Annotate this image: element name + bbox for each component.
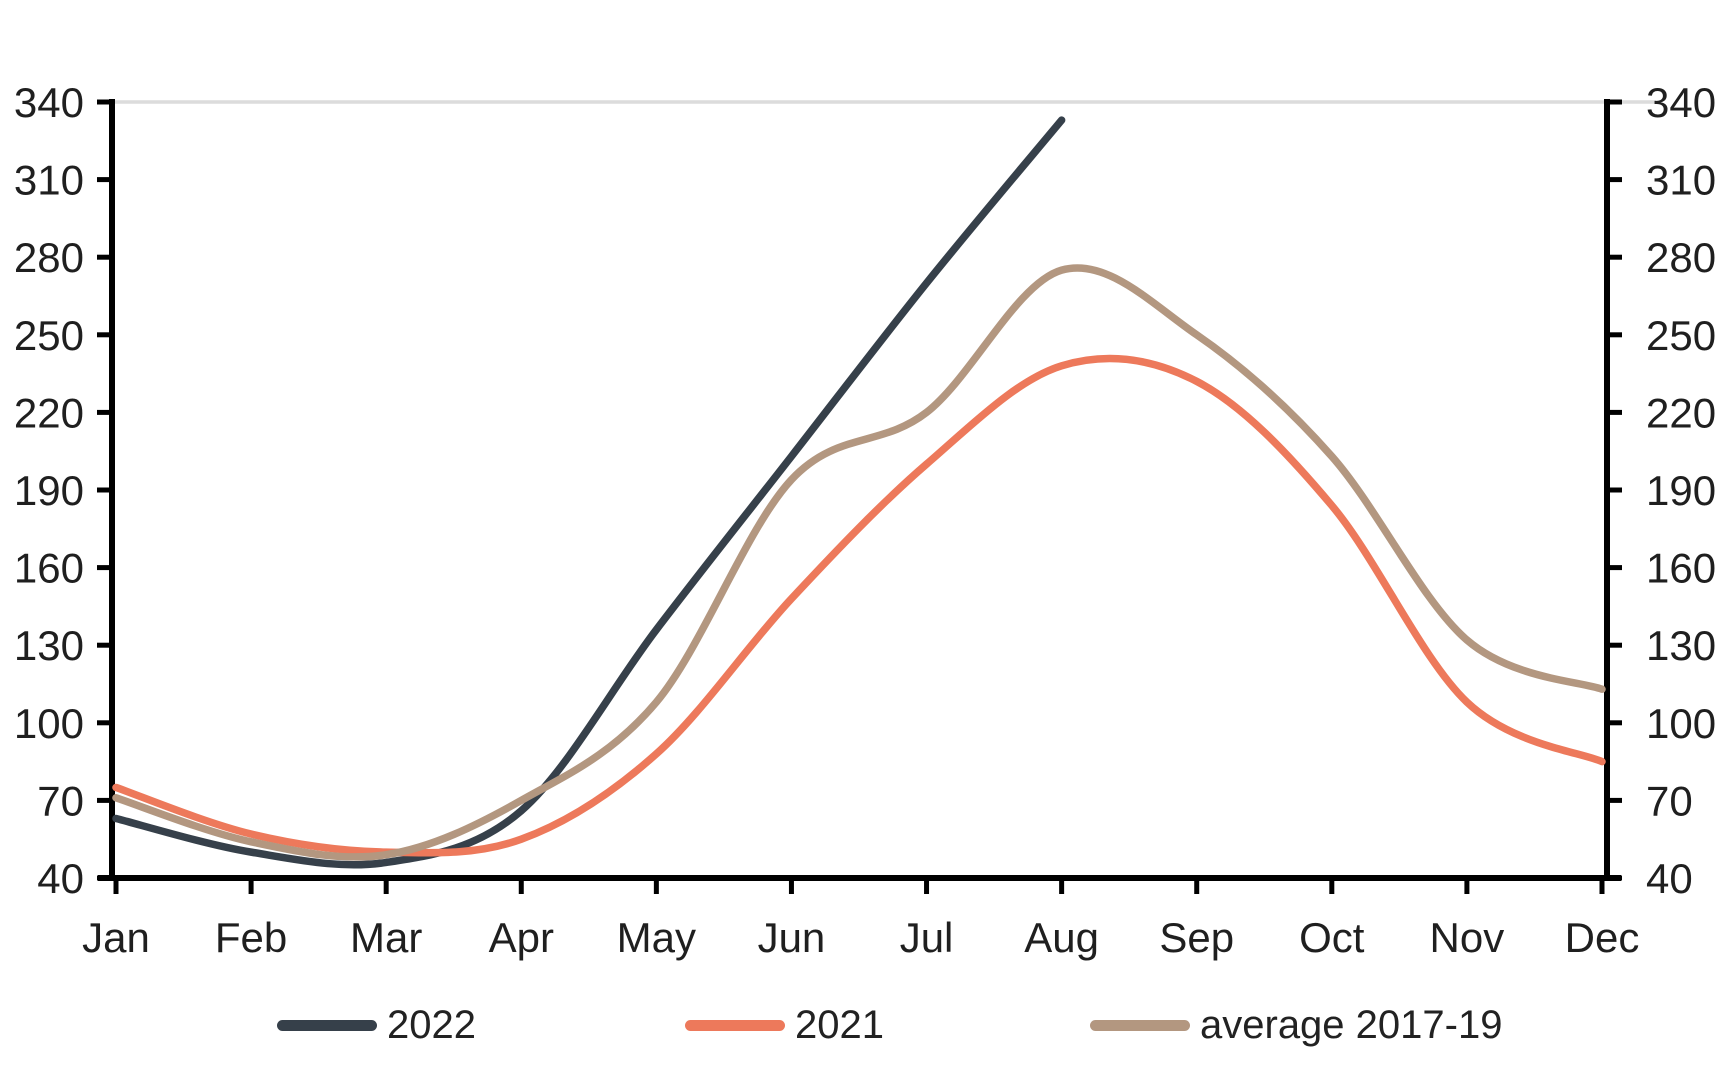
- x-axis-label-May: May: [617, 914, 696, 961]
- y-axis-label-right-340: 340: [1646, 79, 1716, 126]
- y-axis-label-left-310: 310: [14, 157, 84, 204]
- y-axis-label-left-160: 160: [14, 545, 84, 592]
- y-axis-label-right-250: 250: [1646, 312, 1716, 359]
- y-axis-label-left-220: 220: [14, 389, 84, 436]
- legend-item-average-2017-19: average 2017-19: [1090, 1003, 1502, 1047]
- x-axis-label-Dec: Dec: [1565, 914, 1640, 961]
- x-axis-label-Jun: Jun: [758, 914, 826, 961]
- legend-swatch-2021: [685, 1019, 785, 1031]
- series-line-2021: [112, 354, 1606, 857]
- legend-label-2021: 2021: [795, 1003, 884, 1047]
- y-axis-label-left-190: 190: [14, 467, 84, 514]
- x-axis-label-Nov: Nov: [1430, 914, 1505, 961]
- y-axis-label-right-220: 220: [1646, 389, 1716, 436]
- x-axis-label-Aug: Aug: [1024, 914, 1099, 961]
- y-axis-label-left-280: 280: [14, 234, 84, 281]
- y-axis-label-left-70: 70: [37, 777, 84, 824]
- legend-item-2021: 2021: [685, 1003, 884, 1047]
- series-line-average-2017-19: [112, 264, 1606, 861]
- legend-swatch-2022: [277, 1019, 377, 1031]
- y-axis-label-left-100: 100: [14, 700, 84, 747]
- y-axis-label-left-340: 340: [14, 79, 84, 126]
- x-axis-label-Oct: Oct: [1299, 914, 1365, 961]
- legend-label-2022: 2022: [387, 1003, 476, 1047]
- y-axis-label-right-130: 130: [1646, 622, 1716, 669]
- chart-legend: 2022 2021 average 2017-19: [0, 1003, 1719, 1051]
- legend-item-2022: 2022: [277, 1003, 476, 1047]
- x-axis-label-Sep: Sep: [1159, 914, 1234, 961]
- y-axis-label-right-40: 40: [1646, 855, 1693, 902]
- legend-label-average-2017-19: average 2017-19: [1200, 1003, 1503, 1047]
- x-axis-label-Feb: Feb: [215, 914, 287, 961]
- x-axis-label-Apr: Apr: [489, 914, 554, 961]
- x-axis-label-Jan: Jan: [82, 914, 150, 961]
- y-axis-label-left-40: 40: [37, 855, 84, 902]
- y-axis-label-right-160: 160: [1646, 545, 1716, 592]
- y-axis-label-right-280: 280: [1646, 234, 1716, 281]
- x-axis-label-Mar: Mar: [350, 914, 422, 961]
- y-axis-label-left-250: 250: [14, 312, 84, 359]
- y-axis-label-left-130: 130: [14, 622, 84, 669]
- series-line-2022: [112, 116, 1066, 869]
- x-axis-label-Jul: Jul: [900, 914, 954, 961]
- y-axis-label-right-70: 70: [1646, 777, 1693, 824]
- legend-swatch-average-2017-19: [1090, 1019, 1190, 1031]
- y-axis-label-right-310: 310: [1646, 157, 1716, 204]
- y-axis-label-right-190: 190: [1646, 467, 1716, 514]
- y-axis-label-right-100: 100: [1646, 700, 1716, 747]
